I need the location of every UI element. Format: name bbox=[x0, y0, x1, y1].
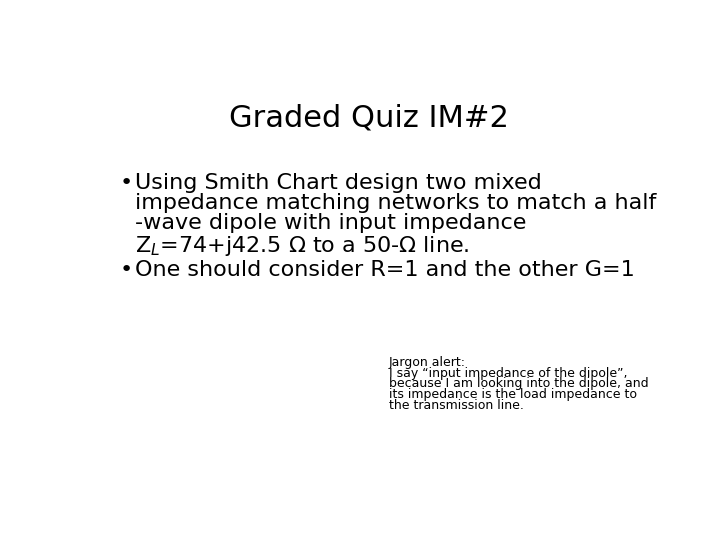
Text: •: • bbox=[120, 173, 132, 193]
Text: impedance matching networks to match a half: impedance matching networks to match a h… bbox=[135, 193, 657, 213]
Text: its impedance is the load impedance to: its impedance is the load impedance to bbox=[389, 388, 636, 401]
Text: One should consider R=1 and the other G=1: One should consider R=1 and the other G=… bbox=[135, 260, 635, 280]
Text: •: • bbox=[120, 260, 132, 280]
Text: Jargon alert:: Jargon alert: bbox=[389, 356, 466, 369]
Text: Graded Quiz IM#2: Graded Quiz IM#2 bbox=[229, 103, 509, 132]
Text: the transmission line.: the transmission line. bbox=[389, 399, 523, 412]
Text: I say “input impedance of the dipole”,: I say “input impedance of the dipole”, bbox=[389, 367, 627, 380]
Text: because I am looking into the dipole, and: because I am looking into the dipole, an… bbox=[389, 377, 648, 390]
Text: -wave dipole with input impedance: -wave dipole with input impedance bbox=[135, 213, 526, 233]
Text: Z$_L$=74+j42.5 Ω to a 50-Ω line.: Z$_L$=74+j42.5 Ω to a 50-Ω line. bbox=[135, 234, 469, 258]
Text: Using Smith Chart design two mixed: Using Smith Chart design two mixed bbox=[135, 173, 541, 193]
